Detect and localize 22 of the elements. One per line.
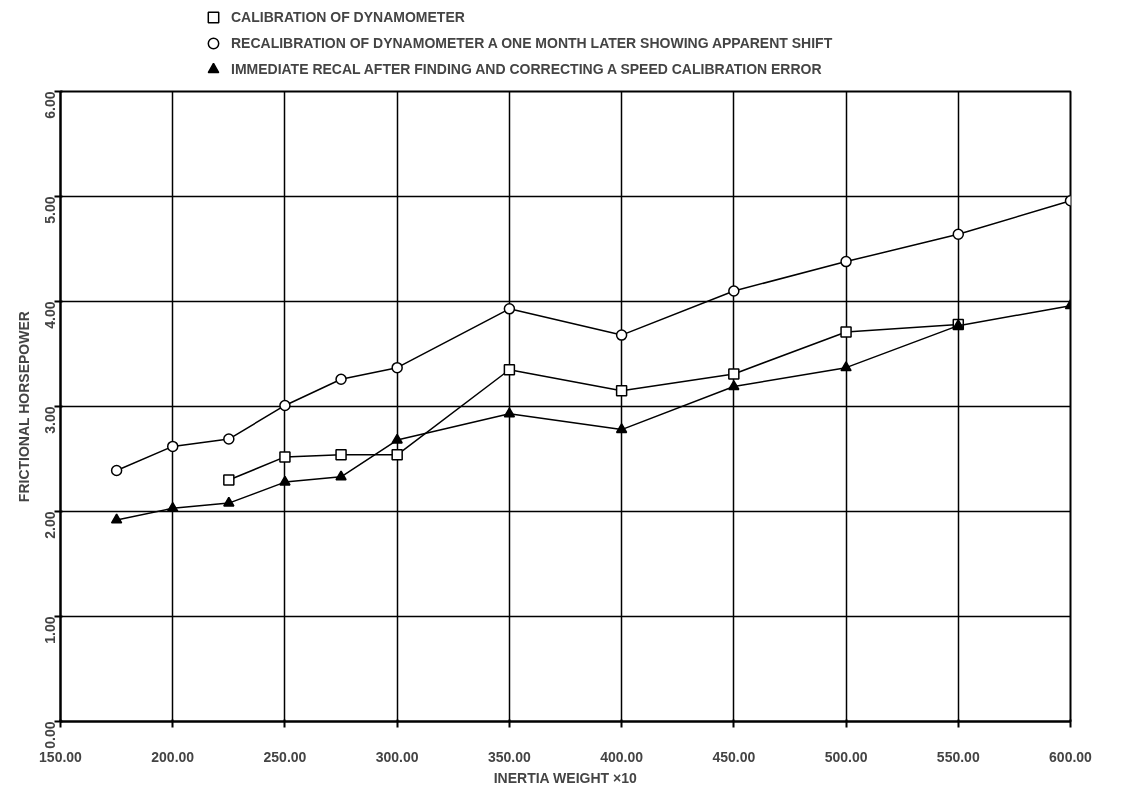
x-tick-label: 450.00 bbox=[712, 748, 756, 765]
y-tick-label: 0.00 bbox=[41, 721, 58, 749]
x-tick-label: 200.00 bbox=[151, 748, 195, 765]
x-tick-label: 500.00 bbox=[824, 748, 868, 765]
x-tick-label: 400.00 bbox=[600, 748, 644, 765]
legend-label: IMMEDIATE RECAL AFTER FINDING AND CORRECTING A SPEED CALIBRATION ERROR bbox=[231, 60, 822, 78]
y-tick-label: 2.00 bbox=[41, 511, 58, 539]
y-tick-label: 6.00 bbox=[41, 91, 58, 119]
y-axis-title: FRICTIONAL HORSEPOWER bbox=[15, 311, 32, 503]
y-tick-label: 4.00 bbox=[41, 301, 58, 329]
y-tick-label: 5.00 bbox=[41, 196, 58, 224]
x-tick-label: 300.00 bbox=[375, 748, 419, 765]
x-tick-label: 250.00 bbox=[263, 748, 307, 765]
x-tick-label: 600.00 bbox=[1049, 748, 1093, 765]
y-tick-label: 3.00 bbox=[41, 406, 58, 434]
legend-label: CALIBRATION OF DYNAMOMETER bbox=[231, 8, 465, 26]
x-axis-title: INERTIA WEIGHT ×10 bbox=[493, 769, 637, 786]
y-tick-label: 1.00 bbox=[41, 616, 58, 644]
x-tick-label: 550.00 bbox=[936, 748, 980, 765]
x-tick-label: 150.00 bbox=[39, 748, 83, 765]
legend-label: RECALIBRATION OF DYNAMOMETER A ONE MONTH LATER SHOWING APPARENT SHIFT bbox=[231, 34, 833, 52]
x-tick-label: 350.00 bbox=[487, 748, 532, 765]
